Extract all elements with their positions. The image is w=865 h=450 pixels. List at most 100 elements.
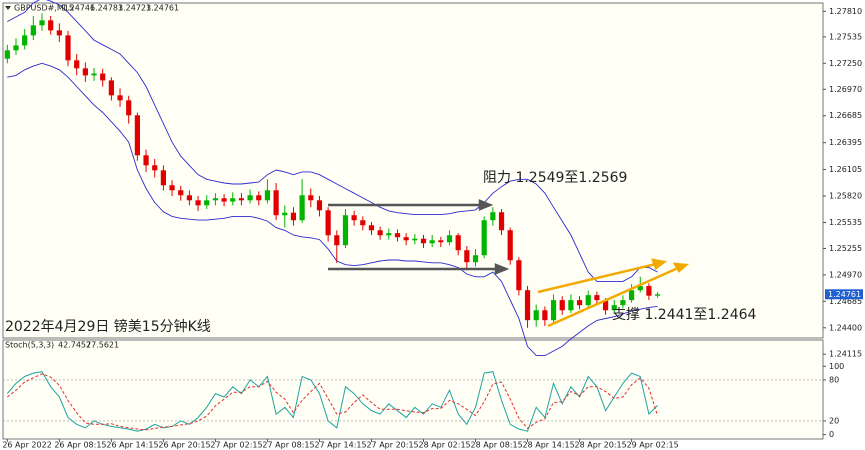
x-tick-label: 27 Apr 20:15 bbox=[366, 441, 418, 450]
y-tick-label: 1.27535 bbox=[829, 32, 862, 41]
price-panel bbox=[2, 2, 824, 339]
candle-body bbox=[238, 198, 245, 201]
candle-body bbox=[377, 230, 383, 236]
candle-body bbox=[39, 20, 45, 26]
candle-body bbox=[646, 286, 652, 296]
chart-title: 2022年4月29日 镑美15分钟K线 bbox=[5, 318, 211, 335]
candle-body bbox=[420, 238, 427, 244]
arrow-head bbox=[494, 263, 510, 275]
candle-body bbox=[568, 300, 574, 311]
candle-body bbox=[628, 290, 635, 301]
channel-arrows bbox=[537, 258, 690, 328]
y-tick-label: 0 bbox=[829, 430, 834, 439]
x-tick-label: 27 Apr 14:15 bbox=[314, 441, 366, 450]
candle-body bbox=[464, 250, 470, 263]
band-line bbox=[7, 62, 658, 357]
header-icon bbox=[5, 6, 11, 10]
candle-body bbox=[282, 212, 288, 216]
y-tick-label: 1.27250 bbox=[829, 59, 862, 68]
resistance-arrows bbox=[328, 199, 510, 275]
candle-body bbox=[602, 300, 609, 311]
y-tick-label: 1.26970 bbox=[829, 85, 862, 94]
candle-body bbox=[126, 100, 132, 116]
candle-body bbox=[100, 73, 106, 81]
x-tick-label: 29 Apr 02:15 bbox=[627, 441, 679, 450]
candle-body bbox=[386, 233, 392, 236]
candle-body bbox=[472, 255, 479, 263]
candle-body bbox=[351, 215, 357, 221]
candle-body bbox=[394, 233, 401, 238]
candle-body bbox=[594, 295, 600, 301]
candle-body bbox=[212, 198, 219, 201]
arrow-head bbox=[478, 199, 494, 211]
x-tick-label: 27 Apr 02:15 bbox=[210, 441, 262, 450]
candle-body bbox=[542, 310, 548, 321]
candle-body bbox=[550, 300, 557, 321]
candle-body bbox=[524, 290, 531, 321]
candle-body bbox=[143, 155, 149, 166]
y-tick-label: 1.24970 bbox=[829, 270, 862, 279]
candle-body bbox=[342, 215, 349, 246]
candle-body bbox=[4, 50, 10, 59]
arrow-head bbox=[651, 258, 668, 271]
annotation: 支撑 1.2441至1.2464 bbox=[612, 307, 757, 323]
y-tick-label: 1.25255 bbox=[829, 244, 862, 253]
last-price-label: 1.24761 bbox=[828, 290, 861, 299]
stoch-k-last: 42.7457 bbox=[58, 341, 91, 350]
header: GBPUSD#,M15 1.24746 1.24783 1.24723 1.24… bbox=[5, 4, 179, 13]
candle-body bbox=[481, 220, 487, 256]
y-tick-label: 1.26395 bbox=[829, 138, 862, 147]
candle-body bbox=[438, 240, 444, 243]
x-tick-label: 26 Apr 14:15 bbox=[106, 441, 158, 450]
stoch-line bbox=[6, 371, 658, 432]
candle-body bbox=[65, 35, 71, 61]
candle-body bbox=[611, 305, 617, 311]
y-tick-label: 20 bbox=[829, 416, 839, 425]
arrow-head bbox=[672, 262, 690, 273]
candle-body bbox=[178, 190, 184, 196]
candle-body bbox=[264, 190, 271, 201]
candle-body bbox=[169, 185, 175, 191]
candle-body bbox=[204, 200, 210, 206]
candle-body bbox=[334, 235, 340, 246]
y-tick-label: 1.25820 bbox=[829, 192, 862, 201]
stoch-d-last: 27.5621 bbox=[86, 341, 119, 350]
candle-body bbox=[160, 170, 166, 186]
candle-body bbox=[108, 80, 114, 96]
channel-line bbox=[547, 266, 679, 328]
candle-body bbox=[256, 195, 262, 201]
candle-body bbox=[13, 45, 19, 51]
candle-body bbox=[221, 198, 227, 202]
candle-body bbox=[74, 60, 80, 69]
last-price-box bbox=[825, 289, 863, 300]
y-tick-label: 1.26685 bbox=[829, 111, 862, 120]
x-tick-label: 28 Apr 08:15 bbox=[471, 441, 523, 450]
y-tick-label: 1.27810 bbox=[829, 7, 862, 16]
header-open: 1.24746 bbox=[62, 4, 95, 13]
candle-body bbox=[316, 200, 323, 211]
y-tick-label: 1.24115 bbox=[829, 350, 862, 359]
candle-body bbox=[498, 212, 505, 231]
candle-body bbox=[82, 68, 88, 76]
candle-body bbox=[455, 235, 461, 251]
annotation: 阻力 1.2549至1.2569 bbox=[483, 170, 627, 186]
candle-body bbox=[429, 240, 435, 244]
y-tick-label: 1.24685 bbox=[829, 297, 862, 306]
x-tick-label: 28 Apr 14:15 bbox=[523, 441, 575, 450]
x-tick-label: 28 Apr 02:15 bbox=[418, 441, 470, 450]
candle-body bbox=[637, 286, 643, 291]
candle-body bbox=[230, 198, 236, 202]
candle-body bbox=[516, 260, 522, 291]
y-tick-label: 80 bbox=[829, 375, 839, 384]
symbol: GBPUSD#,M15 bbox=[14, 4, 74, 13]
candle-body bbox=[247, 195, 253, 201]
header-close: 1.24761 bbox=[146, 4, 179, 13]
candle-body bbox=[195, 200, 201, 206]
candle-body bbox=[412, 238, 418, 241]
channel-line bbox=[537, 262, 657, 294]
x-tick-label: 26 Apr 08:15 bbox=[54, 441, 106, 450]
stoch-panel bbox=[2, 339, 824, 440]
y-tick-label: 100 bbox=[829, 362, 844, 371]
candle-body bbox=[91, 73, 97, 76]
x-tick-label: 26 Apr 20:15 bbox=[158, 441, 210, 450]
